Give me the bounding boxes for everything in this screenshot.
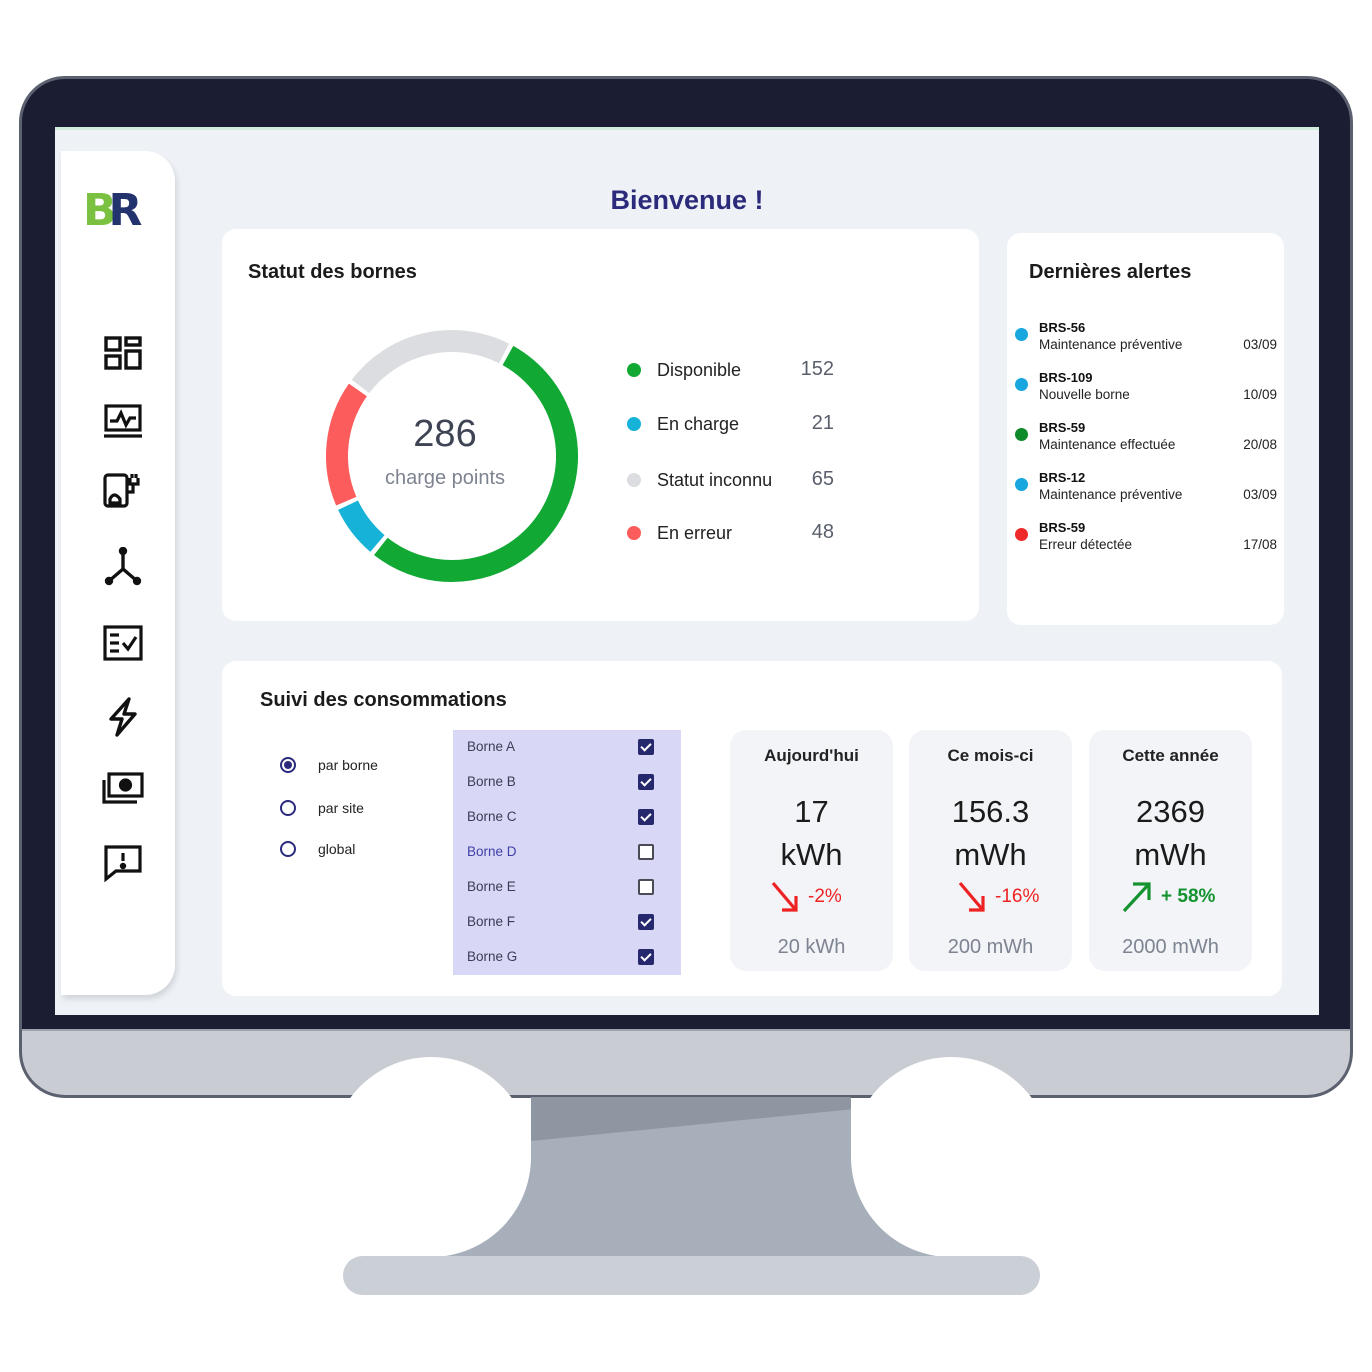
trend-indicator: -16%	[957, 880, 1039, 914]
borne-option[interactable]: Borne A	[467, 737, 667, 757]
monitor-base	[343, 1256, 1040, 1295]
checklist-icon[interactable]	[101, 621, 145, 665]
alert-status-dot	[1015, 428, 1028, 441]
checkbox-unchecked[interactable]	[638, 879, 654, 895]
checkbox-checked[interactable]	[638, 914, 654, 930]
status-card-title: Statut des bornes	[248, 261, 417, 283]
alert-status-dot	[1015, 478, 1028, 491]
donut-segment-en-charge	[338, 500, 385, 552]
alerts-card-title: Dernières alertes	[1029, 261, 1192, 283]
dashboard-icon[interactable]	[101, 331, 145, 375]
donut-segment-disponible	[374, 345, 578, 582]
charging-station-icon[interactable]	[101, 469, 145, 513]
legend-value-en-charge: 21	[811, 412, 834, 434]
lightning-icon[interactable]	[101, 695, 145, 739]
alert-item[interactable]: BRS-59 Maintenance effectuée 20/08	[1015, 420, 1277, 464]
legend-item-statut-inconnu: Statut inconnu	[627, 468, 772, 492]
borne-selection-list: Borne A Borne B Borne C Borne D Borne E	[453, 730, 681, 975]
donut-total-label: charge points	[384, 467, 506, 489]
legend-value-statut-inconnu: 65	[811, 468, 834, 490]
checkbox-unchecked[interactable]	[638, 844, 654, 860]
alert-item[interactable]: BRS-59 Erreur détectée 17/08	[1015, 520, 1277, 564]
stat-card-month: Ce mois-ci 156.3 mWh -16% 200 mWh	[909, 730, 1072, 971]
app-screen: BR	[55, 127, 1319, 1015]
stat-card-year: Cette année 2369 mWh + 58% 2000 mWh	[1089, 730, 1252, 971]
donut-segment-en-erreur	[326, 383, 368, 506]
trend-indicator: -2%	[770, 880, 842, 914]
status-donut-chart	[326, 330, 578, 582]
consumption-card-title: Suivi des consommations	[260, 689, 507, 711]
status-card: Statut des bornes 286 charge points Disp…	[222, 229, 979, 621]
money-icon[interactable]	[101, 767, 145, 811]
borne-option[interactable]: Borne C	[467, 807, 667, 827]
checkbox-checked[interactable]	[638, 739, 654, 755]
borne-option[interactable]: Borne E	[467, 877, 667, 897]
alert-item[interactable]: BRS-12 Maintenance préventive 03/09	[1015, 470, 1277, 514]
arrow-up-right-icon	[1122, 882, 1151, 913]
legend-dot	[627, 417, 641, 431]
radio-button[interactable]	[280, 841, 296, 857]
network-icon[interactable]	[101, 545, 145, 589]
radio-button-selected[interactable]	[280, 757, 296, 773]
legend-item-en-charge: En charge	[627, 412, 739, 436]
stat-card-today: Aujourd'hui 17 kWh -2% 20 kWh	[730, 730, 893, 971]
legend-value-disponible: 152	[800, 358, 834, 380]
legend-dot	[627, 363, 641, 377]
borne-option[interactable]: Borne F	[467, 912, 667, 932]
consumption-card: Suivi des consommations par borne par si…	[222, 661, 1282, 996]
borne-option[interactable]: Borne G	[467, 947, 667, 967]
radio-global[interactable]: global	[280, 841, 355, 857]
alert-status-dot	[1015, 378, 1028, 391]
arrow-down-right-icon	[771, 881, 798, 912]
legend-item-en-erreur: En erreur	[627, 521, 732, 545]
monitoring-icon[interactable]	[101, 399, 145, 443]
borne-option[interactable]: Borne B	[467, 772, 667, 792]
checkbox-checked[interactable]	[638, 949, 654, 965]
alert-item[interactable]: BRS-56 Maintenance préventive 03/09	[1015, 320, 1277, 364]
arrow-down-right-icon	[958, 881, 985, 912]
sidebar: BR	[61, 151, 175, 995]
checkbox-checked[interactable]	[638, 809, 654, 825]
donut-segment-statut-inconnu	[351, 330, 509, 394]
page-title: Bienvenue !	[610, 185, 764, 215]
report-alert-icon[interactable]	[101, 841, 145, 885]
legend-dot	[627, 526, 641, 540]
radio-button[interactable]	[280, 800, 296, 816]
monitor-chin	[22, 1029, 1350, 1095]
alert-status-dot	[1015, 328, 1028, 341]
alert-item[interactable]: BRS-109 Nouvelle borne 10/09	[1015, 370, 1277, 414]
legend-value-en-erreur: 48	[811, 521, 834, 543]
donut-total: 286	[413, 413, 477, 455]
trend-indicator: + 58%	[1121, 880, 1215, 914]
legend-item-disponible: Disponible	[627, 358, 741, 382]
legend-dot	[627, 473, 641, 487]
alerts-card: Dernières alertes BRS-56 Maintenance pré…	[1007, 233, 1284, 625]
monitor-frame: BR	[19, 76, 1353, 1098]
radio-par-borne[interactable]: par borne	[280, 757, 378, 773]
borne-option[interactable]: Borne D	[467, 842, 667, 862]
radio-par-site[interactable]: par site	[280, 800, 364, 816]
checkbox-checked[interactable]	[638, 774, 654, 790]
alert-status-dot	[1015, 528, 1028, 541]
